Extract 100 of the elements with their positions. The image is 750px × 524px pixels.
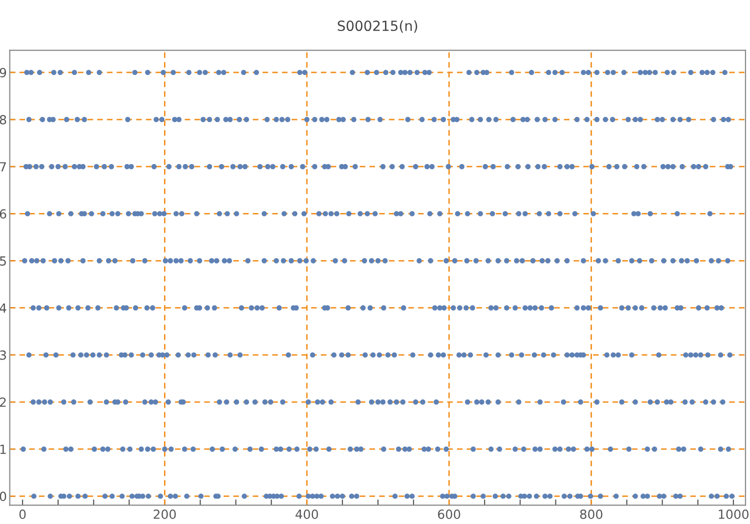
point (590, 211, 596, 216)
y-tick-label: 4 (0, 303, 6, 313)
point (474, 70, 480, 76)
point (537, 399, 543, 405)
point (400, 399, 406, 405)
point (72, 70, 78, 76)
point (306, 399, 311, 405)
point (668, 399, 674, 405)
x-tick-label: 0 (19, 510, 26, 519)
point (173, 211, 179, 216)
point (486, 399, 491, 405)
point (355, 399, 361, 405)
point (479, 399, 484, 405)
point (664, 70, 670, 76)
point (654, 399, 660, 405)
point (234, 399, 240, 405)
point (420, 399, 426, 405)
point (664, 399, 670, 405)
point (516, 399, 522, 405)
point (364, 70, 370, 76)
point (88, 211, 94, 216)
point (652, 70, 658, 76)
point (502, 211, 508, 216)
point (604, 70, 610, 76)
point (346, 211, 352, 216)
point (557, 211, 563, 216)
point (161, 211, 167, 216)
point (374, 70, 380, 76)
point (720, 399, 726, 405)
point (297, 70, 302, 76)
y-tick-label: 0 (0, 492, 6, 502)
point (292, 211, 298, 216)
point (636, 211, 641, 216)
point (700, 70, 705, 76)
point (100, 211, 106, 216)
point (610, 70, 616, 76)
point (414, 70, 420, 76)
point (42, 399, 48, 405)
point (528, 70, 534, 76)
point (496, 399, 501, 405)
point (268, 399, 274, 405)
point (390, 70, 396, 76)
point (221, 70, 226, 76)
point (407, 70, 413, 76)
point (216, 399, 222, 405)
point (216, 70, 222, 76)
point (328, 399, 334, 405)
x-tick-label: 800 (580, 510, 602, 519)
chart-title: S000215(n) (338, 20, 418, 33)
point (252, 399, 258, 405)
point (410, 211, 415, 216)
point (464, 399, 470, 405)
point (202, 70, 208, 76)
point (51, 70, 56, 76)
point (152, 399, 158, 405)
point (516, 211, 522, 216)
point (194, 211, 200, 216)
point (126, 211, 132, 216)
point (358, 211, 363, 216)
y-tick-label: 8 (0, 114, 6, 124)
point (46, 211, 52, 216)
point (262, 399, 268, 405)
point (594, 70, 600, 76)
point (710, 70, 716, 76)
point (546, 70, 552, 76)
point (322, 211, 328, 216)
y-tick-label: 1 (0, 444, 6, 454)
point (262, 211, 267, 216)
point (394, 399, 400, 405)
y-tick-label: 9 (0, 68, 6, 78)
point (364, 211, 370, 216)
point (115, 211, 120, 216)
point (688, 70, 694, 76)
point (578, 399, 584, 405)
point (234, 211, 240, 216)
point (61, 399, 66, 405)
point (380, 399, 386, 405)
point (142, 399, 148, 405)
point (478, 211, 483, 216)
point (254, 70, 260, 76)
point (166, 399, 171, 405)
point (280, 399, 286, 405)
point (37, 70, 42, 76)
point (560, 399, 566, 405)
point (350, 70, 355, 76)
point (316, 211, 322, 216)
point (580, 70, 586, 76)
point (466, 70, 472, 76)
point (68, 211, 74, 216)
point (536, 211, 542, 216)
point (402, 70, 408, 76)
point (398, 211, 404, 216)
point (71, 399, 76, 405)
x-tick-label: 200 (154, 510, 176, 519)
y-tick-label: 7 (0, 162, 6, 172)
point (56, 211, 62, 216)
point (87, 399, 93, 405)
point (638, 70, 643, 76)
point (328, 211, 334, 216)
point (216, 211, 222, 216)
